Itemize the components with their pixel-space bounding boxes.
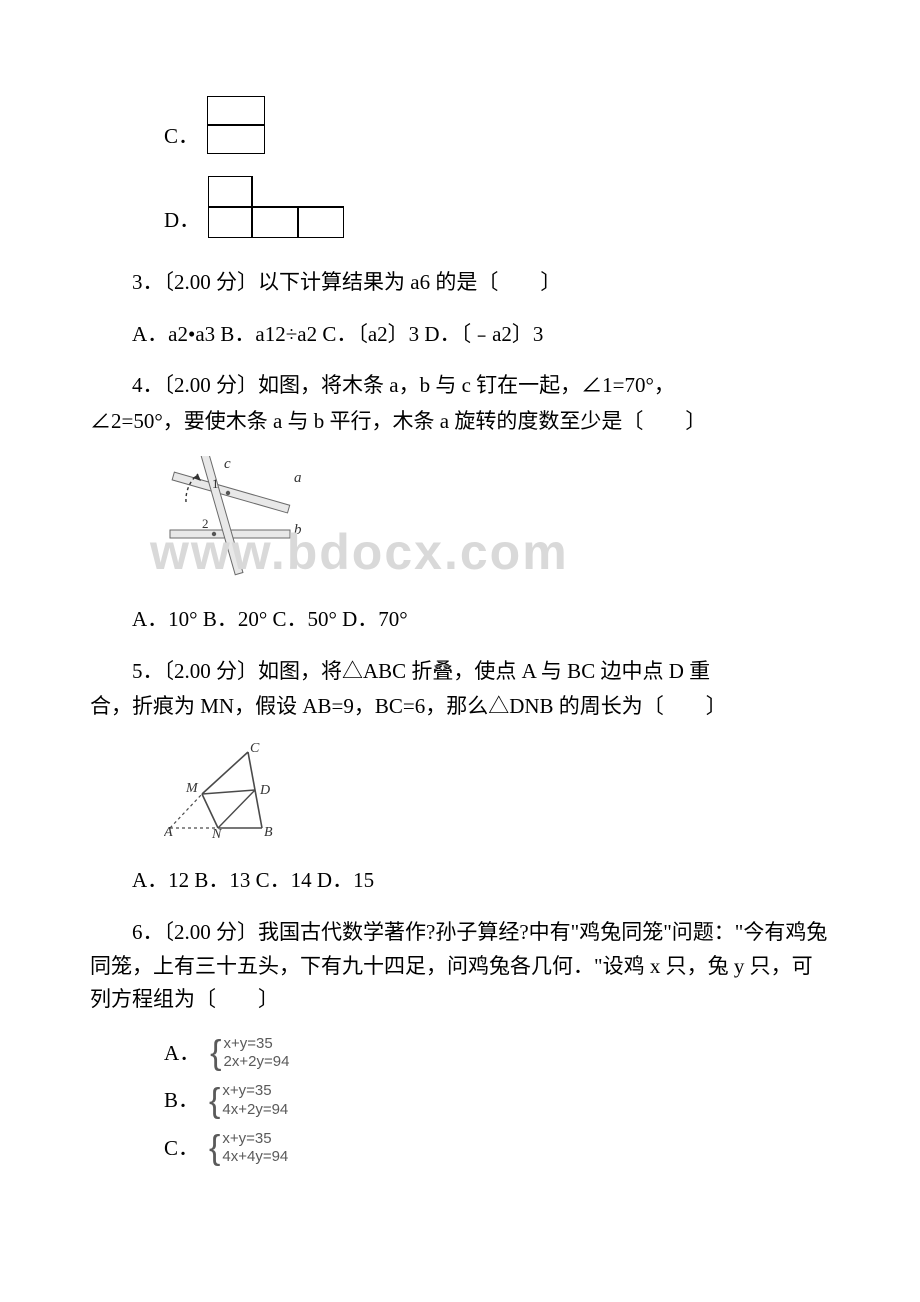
- q5-label-C: C: [250, 742, 260, 756]
- q6-c-eq1: x+y=35: [222, 1130, 288, 1149]
- q5-figure: A B C D M N: [90, 742, 830, 849]
- q6-b-eq1: x+y=35: [222, 1082, 288, 1101]
- q4-label-b: b: [294, 522, 302, 538]
- q6-option-b: B． { x+y=35 4x+2y=94: [90, 1082, 830, 1120]
- q3-text: 3．〔2.00 分〕以下计算结果为 a6 的是〔 〕: [90, 266, 830, 300]
- q4-figure: c a b 1 2 www.bdocx.com: [90, 456, 830, 587]
- q6-b-eq2: 4x+2y=94: [222, 1101, 288, 1120]
- q6-a-eq1: x+y=35: [224, 1035, 290, 1054]
- q6-c-eq2: 4x+4y=94: [222, 1148, 288, 1167]
- q5-line2: 合，折痕为 MN，假设 AB=9，BC=6，那么△DNB 的周长为〔 〕: [90, 690, 830, 724]
- q5-label-B: B: [264, 825, 273, 838]
- q5-options: A．12 B．13 C．14 D．15: [90, 864, 830, 898]
- q4-label-1: 1: [212, 476, 219, 491]
- q2-c-figure: [207, 96, 265, 154]
- q6-a-label: A．: [164, 1037, 200, 1071]
- q5-label-D: D: [259, 783, 270, 798]
- q6-a-eq2: 2x+2y=94: [224, 1053, 290, 1072]
- q4-line2: ∠2=50°，要使木条 a 与 b 平行，木条 a 旋转的度数至少是〔 〕: [90, 405, 830, 439]
- brace-icon: {: [209, 1131, 220, 1165]
- q6-option-c: C． { x+y=35 4x+4y=94: [90, 1130, 830, 1168]
- q4-line1: 4．〔2.00 分〕如图，将木条 a，b 与 c 钉在一起，∠1=70°，: [90, 369, 830, 403]
- q6-text: 6．〔2.00 分〕我国古代数学著作?孙子算经?中有"鸡兔同笼"问题："今有鸡兔…: [90, 916, 830, 1017]
- brace-icon: {: [209, 1084, 220, 1118]
- q6-c-label: C．: [164, 1132, 199, 1166]
- q2-c-label: C．: [164, 120, 199, 154]
- q4-options: A．10° B．20° C．50° D．70°: [90, 603, 830, 637]
- q6-b-label: B．: [164, 1084, 199, 1118]
- q2-d-figure: [208, 176, 344, 238]
- q4-label-a: a: [294, 470, 302, 486]
- q5-line1: 5．〔2.00 分〕如图，将△ABC 折叠，使点 A 与 BC 边中点 D 重: [90, 655, 830, 689]
- q6-option-a: A． { x+y=35 2x+2y=94: [90, 1035, 830, 1073]
- q2-option-d: D．: [90, 176, 830, 238]
- q2-option-c: C．: [90, 96, 830, 154]
- q4-label-c: c: [224, 456, 231, 472]
- q5-label-N: N: [211, 827, 222, 838]
- q5-label-M: M: [185, 781, 199, 796]
- brace-icon: {: [210, 1036, 221, 1070]
- q4-label-2: 2: [202, 516, 209, 531]
- q5-label-A: A: [164, 825, 173, 838]
- q3-options: A．a2•a3 B．a12÷a2 C．〔a2〕3 D．〔﹣a2〕3: [90, 318, 830, 352]
- q2-d-label: D．: [164, 204, 200, 238]
